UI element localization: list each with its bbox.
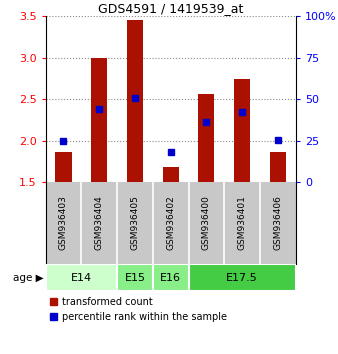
Text: GSM936403: GSM936403 [59,195,68,251]
Text: GSM936406: GSM936406 [273,195,282,251]
Text: E15: E15 [124,273,145,283]
Bar [127,20,143,182]
Legend: transformed count, percentile rank within the sample: transformed count, percentile rank withi… [50,297,227,322]
Bar [91,57,107,182]
Text: E14: E14 [71,273,92,283]
Bar [270,152,286,182]
Bar [234,79,250,182]
Bar [153,264,189,291]
Text: GSM936402: GSM936402 [166,196,175,250]
Text: GSM936404: GSM936404 [95,196,104,250]
Bar [55,152,72,182]
Text: GSM936405: GSM936405 [130,195,140,251]
Bar [163,166,179,182]
Bar [46,264,117,291]
Text: age ▶: age ▶ [13,273,44,283]
Bar [198,94,214,182]
Bar [189,264,296,291]
Text: E17.5: E17.5 [226,273,258,283]
Text: GSM936400: GSM936400 [202,195,211,251]
Text: GSM936401: GSM936401 [238,195,247,251]
Bar [117,264,153,291]
Text: E16: E16 [160,273,181,283]
Title: GDS4591 / 1419539_at: GDS4591 / 1419539_at [98,2,243,15]
